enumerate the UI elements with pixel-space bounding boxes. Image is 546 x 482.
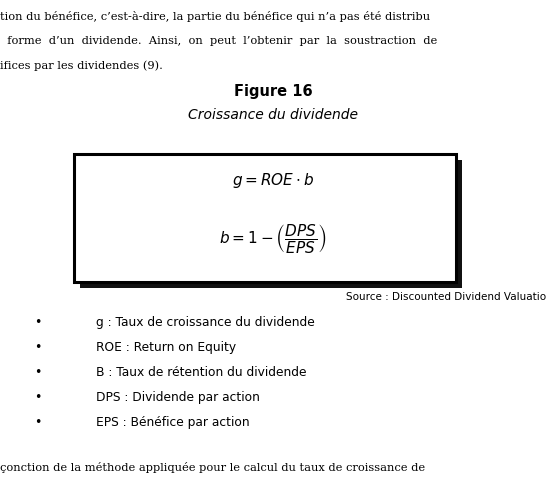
Text: •: • [34, 316, 42, 329]
Text: •: • [34, 366, 42, 379]
Bar [74, 154, 456, 282]
Text: DPS : Dividende par action: DPS : Dividende par action [96, 391, 259, 404]
Text: çonction de la méthode appliquée pour le calcul du taux de croissance de: çonction de la méthode appliquée pour le… [0, 462, 425, 473]
Text: ifices par les dividendes (9).: ifices par les dividendes (9). [0, 61, 163, 71]
Text: $\mathit{b} = 1 - \left(\dfrac{\mathit{DPS}}{\mathit{EPS}}\right)$: $\mathit{b} = 1 - \left(\dfrac{\mathit{D… [219, 222, 327, 255]
Text: Figure 16: Figure 16 [234, 84, 312, 99]
Text: B : Taux de rétention du dividende: B : Taux de rétention du dividende [96, 366, 306, 379]
Text: •: • [34, 416, 42, 429]
Text: Source : Discounted Dividend Valuatio: Source : Discounted Dividend Valuatio [346, 292, 546, 302]
Text: •: • [34, 391, 42, 404]
Text: forme  d’un  dividende.  Ainsi,  on  peut  l’obtenir  par  la  soustraction  de: forme d’un dividende. Ainsi, on peut l’o… [0, 36, 437, 46]
Text: ROE : Return on Equity: ROE : Return on Equity [96, 341, 236, 354]
Text: EPS : Bénéfice par action: EPS : Bénéfice par action [96, 416, 249, 429]
Bar [80, 160, 462, 288]
Text: •: • [34, 341, 42, 354]
Text: $\mathit{g} = \mathit{ROE} \cdot \mathit{b}$: $\mathit{g} = \mathit{ROE} \cdot \mathit… [232, 171, 314, 190]
Text: tion du bénéfice, c’est-à-dire, la partie du bénéfice qui n’a pas été distribu: tion du bénéfice, c’est-à-dire, la parti… [0, 11, 430, 22]
Text: Croissance du dividende: Croissance du dividende [188, 108, 358, 122]
Text: g : Taux de croissance du dividende: g : Taux de croissance du dividende [96, 316, 314, 329]
